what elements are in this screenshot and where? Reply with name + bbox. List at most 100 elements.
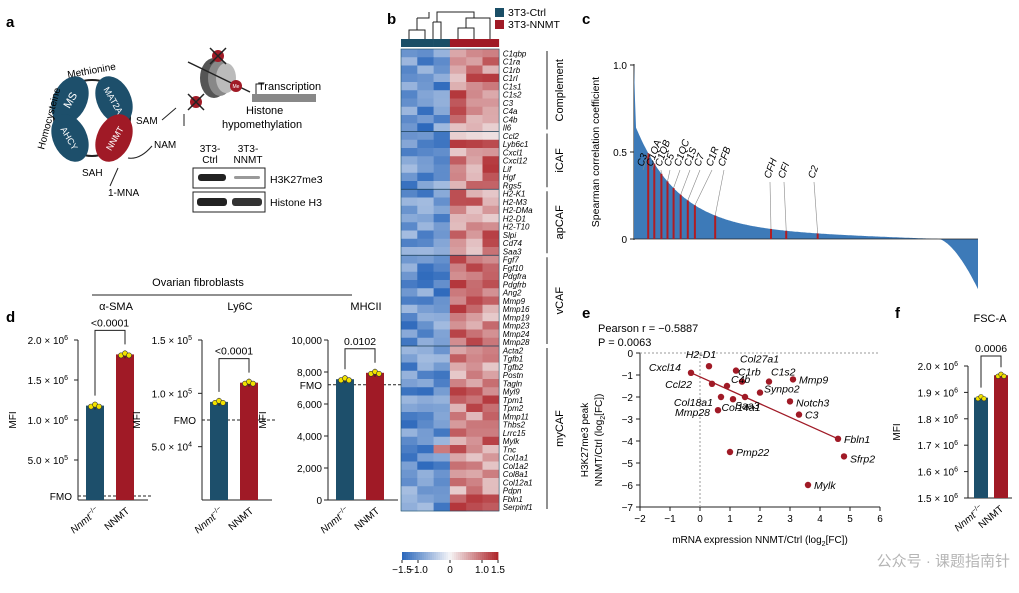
heatmap-cell [483,156,500,165]
panel-label-a: a [6,14,15,31]
heatmap-cell [483,66,500,75]
group-label-icaf: iCAF [554,148,566,173]
heatmap-cell [401,313,418,322]
heatmap-cell [417,272,434,281]
heatmap-cell [401,148,418,157]
e-xticklabel-7: 5 [847,514,853,525]
heatmap-cell [450,486,467,495]
heatmap-cell [417,156,434,165]
heatmap-cell [483,379,500,388]
d-bar-1-ko [210,402,228,500]
f-yticklabel-0: 2.0 × 106 [918,361,958,373]
heatmap-cell [434,486,451,495]
e-xlabel: mRNA expression NNMT/Ctrl (log [672,535,821,546]
heatmap-cell [466,288,483,297]
heatmap-cell [417,198,434,207]
d-ytick-mantissa: 4,000 [297,432,322,443]
panel-label-b: b [387,11,396,28]
heatmap-cell [417,181,434,190]
heatmap-cell [401,57,418,66]
heatmap-column-group-4 [450,39,467,47]
heatmap-cell [401,247,418,256]
heatmap-cell [466,412,483,421]
heatmap-cell [401,123,418,132]
heatmap-cell [434,346,451,355]
e-xticklabel-0: −2 [634,514,646,525]
heatmap-cell [466,132,483,141]
heatmap-cell [417,420,434,429]
heatmap-cell [483,420,500,429]
d-ytick-exponent: 5 [188,388,192,395]
d-yticklabel-1-1: 1.0 × 105 [152,388,192,400]
f-yticklabel-4: 1.6 × 106 [918,467,958,479]
e-point-mmp28 [715,407,721,413]
heatmap-cell [401,74,418,83]
heatmap-cell [401,387,418,396]
d-point [250,381,255,386]
c-leader-c1qc [674,170,680,188]
d-yticklabel-0-0: 2.0 × 106 [28,335,68,347]
heatmap-cell [434,354,451,363]
d-pvalue-2: 0.0102 [344,336,376,348]
d-title-2: MHCII [350,301,381,313]
d-yticklabel-0-1: 1.5 × 106 [28,375,68,387]
heatmap-cell [434,321,451,330]
d-ytick-mantissa: 1.0 × 10 [152,389,189,400]
heatmap-cell [466,198,483,207]
d-fmo-label-0: FMO [50,492,72,503]
sah-label: SAH [82,168,103,179]
nam-arrow [128,146,152,158]
heatmap-cell [417,396,434,405]
heatmap-cell [450,231,467,240]
heatmap-cell [466,437,483,446]
heatmap-cell [417,412,434,421]
sam-label: SAM [136,116,158,127]
heatmap-cell [417,189,434,198]
heatmap-cell [401,280,418,289]
e-ylabel-tail: [FC]) [594,394,605,416]
heatmap-cell [466,354,483,363]
heatmap-cell [417,57,434,66]
heatmap-cell [434,404,451,413]
d-yticklabel-2-5: 0 [316,496,322,507]
me-label: Me [233,84,240,90]
heatmap-cell [450,49,467,58]
f-point [982,396,987,401]
d-bar-2-ko [336,379,354,500]
heatmap-cell [417,140,434,149]
heatmap-cell [401,222,418,231]
c-leader-c1r [695,170,712,205]
heatmap-cell [450,140,467,149]
heatmap-cell [417,74,434,83]
heatmap-cell [434,264,451,273]
d-yticklabel-2-2: 6,000 [297,400,322,411]
heatmap-cell [401,420,418,429]
heatmap-cell [417,90,434,99]
heatmap-cell [450,338,467,347]
e-point-label-sfrp2: Sfrp2 [850,453,875,465]
e-point-mylk [805,482,811,488]
heatmap-cell [401,445,418,454]
e-ylabel-2-group: NNMT/Ctrl (log2[FC]) [594,394,607,487]
f-xlabel-ko-sup: −/− [970,503,982,515]
heatmap-cell [450,346,467,355]
heatmap-cell [483,371,500,380]
c-gene-label-cfi: CFI [776,161,792,180]
colorbar-tick-label: 1.0 [475,565,489,576]
blot-band-ctrl [198,174,226,181]
heatmap-cell [466,90,483,99]
f-ytick-exponent: 6 [954,387,958,394]
heatmap-cell [434,462,451,471]
panel-label-d: d [6,309,15,326]
f-ytick-exponent: 6 [954,440,958,447]
heatmap-cell [466,99,483,108]
heatmap-cell [466,462,483,471]
heatmap-cell [483,49,500,58]
colorbar-tick-label: 0 [447,565,453,576]
transcription-label: Transcription [258,81,321,93]
heatmap-cell [466,107,483,116]
e-point-label-mmp9: Mmp9 [799,374,828,386]
heatmap-cell [434,222,451,231]
e-stats-r: Pearson r = −0.5887 [598,323,698,335]
